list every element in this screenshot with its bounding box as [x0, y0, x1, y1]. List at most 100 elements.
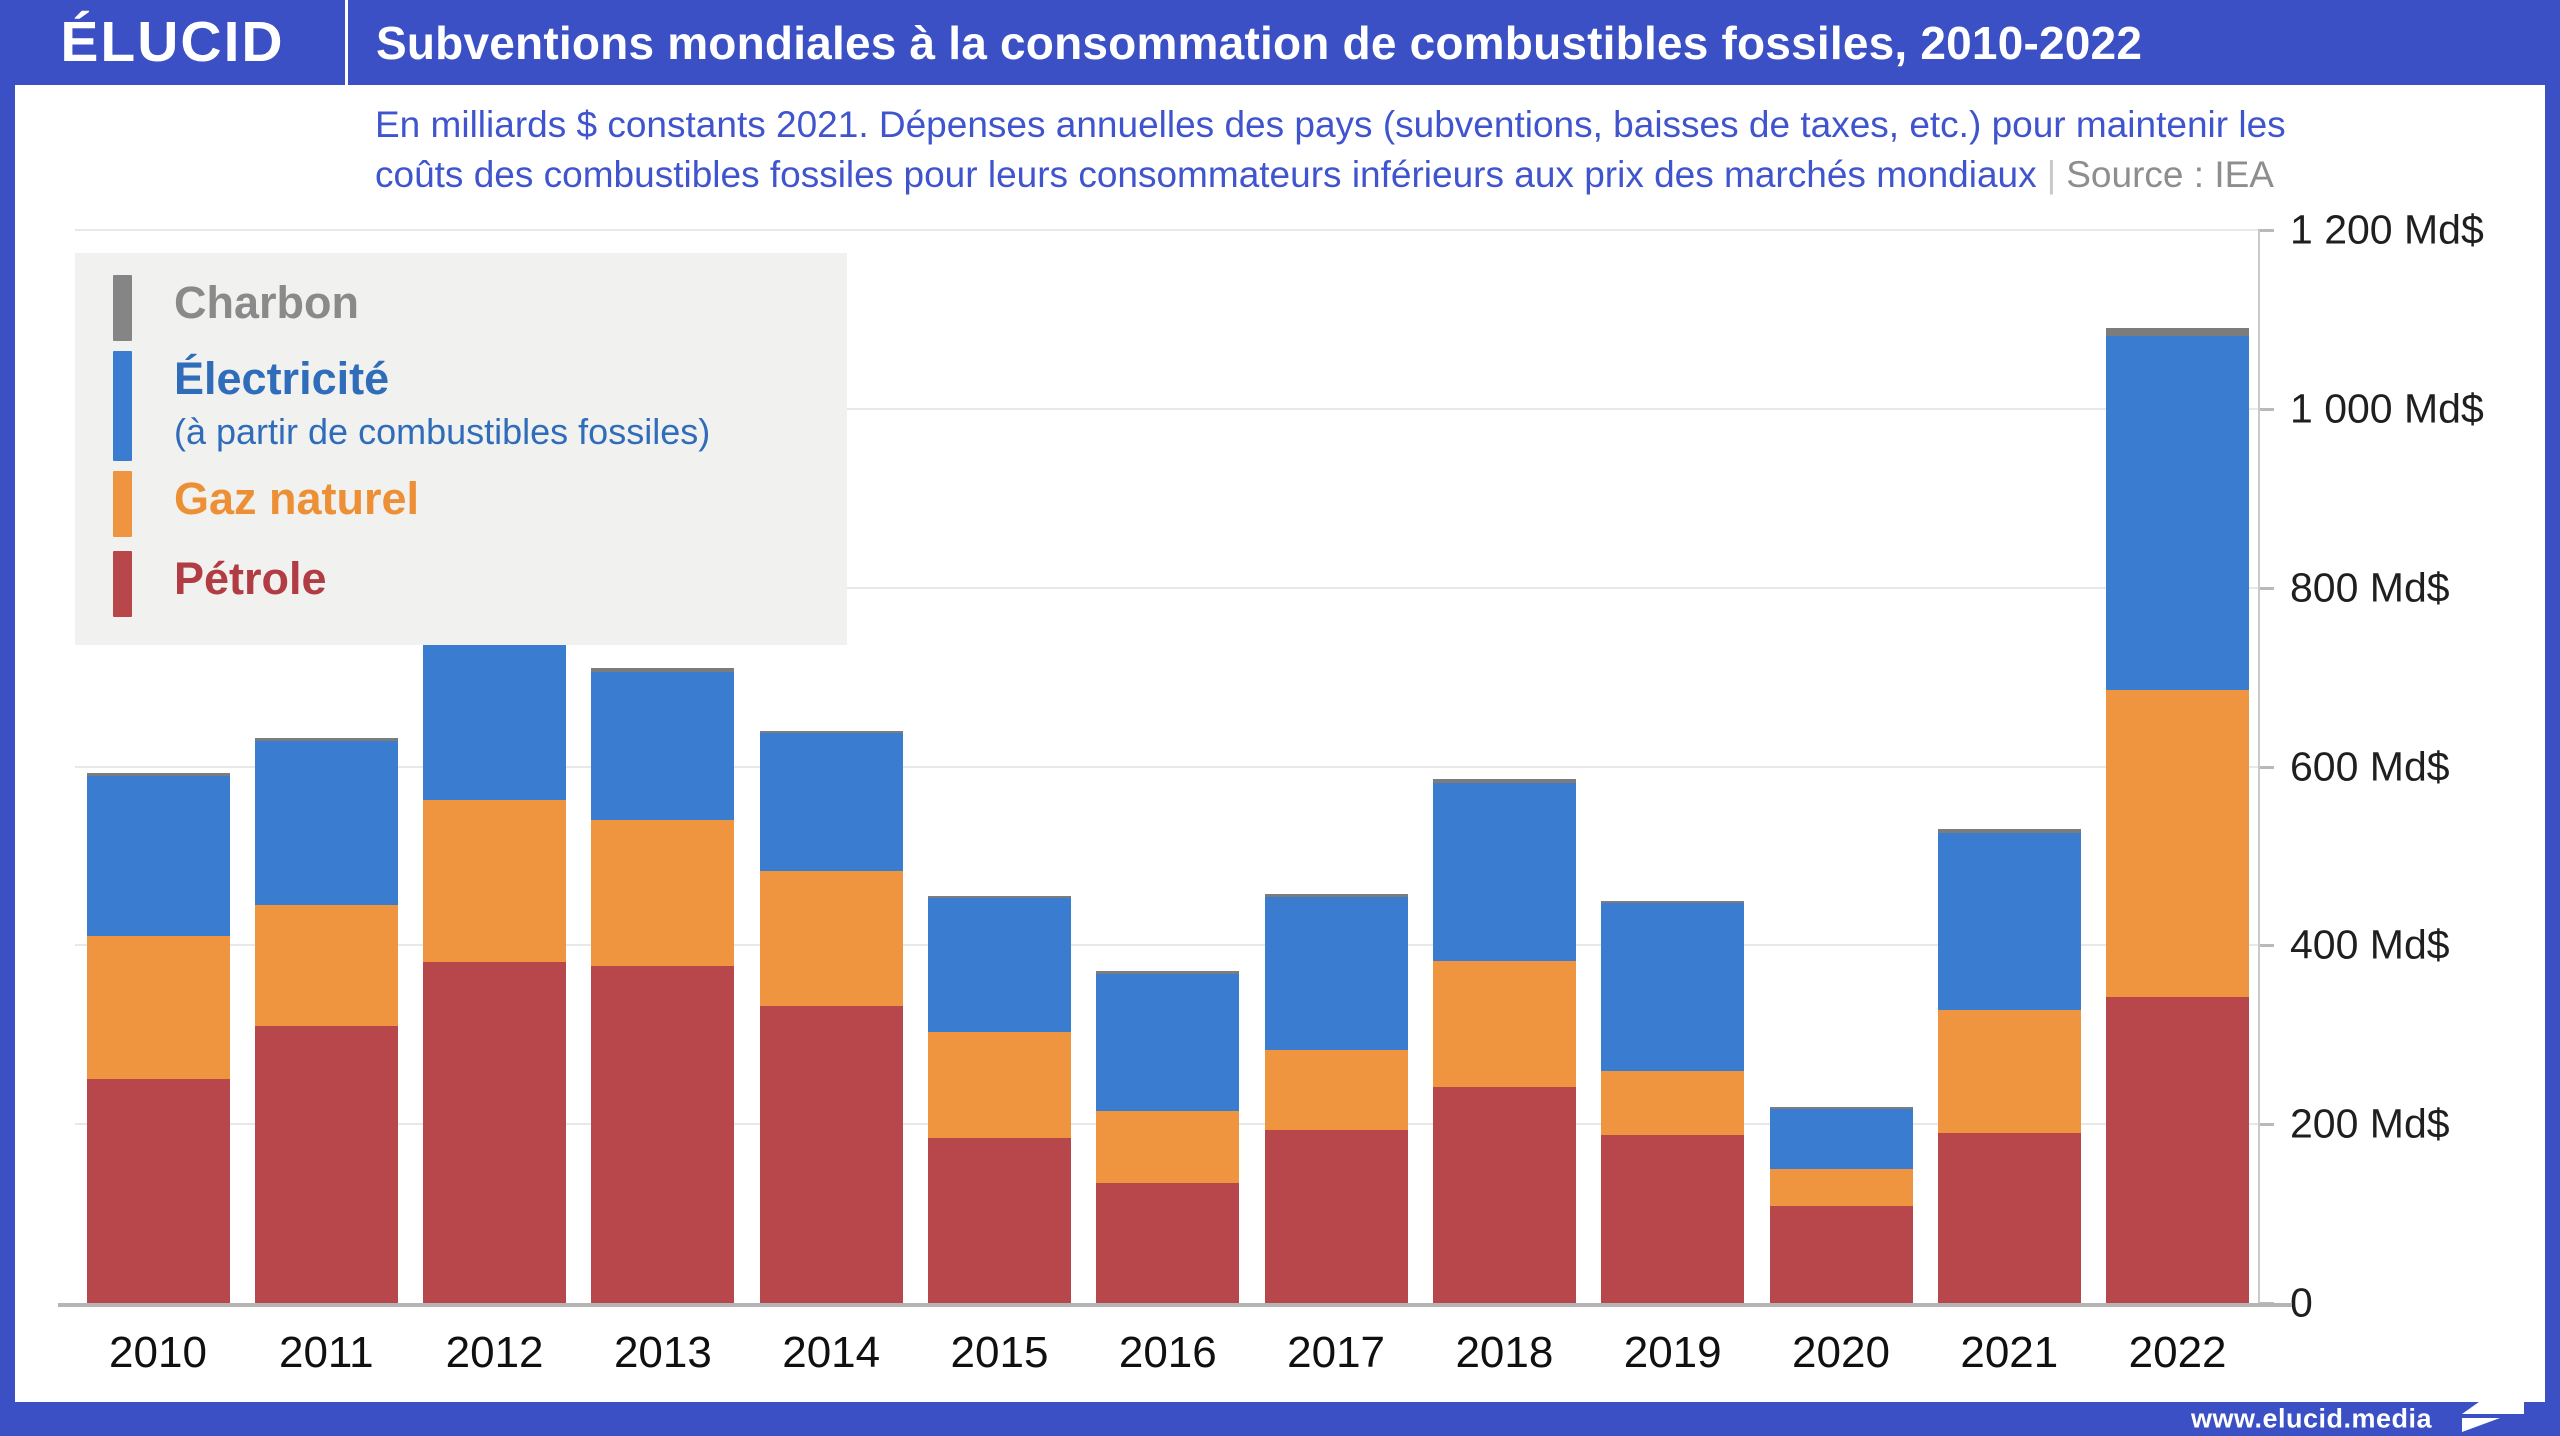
segment-2021-gaz — [1937, 1009, 2081, 1134]
legend-item-petrole: Pétrole — [113, 551, 847, 617]
gridline-1000 — [75, 407, 2258, 410]
segment-2017-gaz — [1264, 1049, 1408, 1131]
segment-2012-gaz — [423, 800, 567, 963]
legend-label-electricite: Électricité — [174, 353, 390, 404]
segment-2020-gaz — [1769, 1168, 1913, 1206]
segment-2017-charbon — [1264, 894, 1408, 898]
segment-2019-pétrole — [1601, 1134, 1745, 1303]
y-tick-800 — [2258, 586, 2274, 590]
segment-2013-gaz — [591, 820, 735, 966]
y-axis-label-1200: 1 200 Md$ — [2290, 206, 2484, 253]
x-axis-label-2022: 2022 — [2128, 1328, 2227, 1377]
segment-2017-pétrole — [1264, 1130, 1408, 1303]
stacked-bar-2016 — [1096, 230, 1240, 1303]
x-axis-label-2012: 2012 — [445, 1328, 544, 1377]
gridline-600 — [75, 765, 2258, 768]
x-axis-label-2021: 2021 — [1960, 1328, 2059, 1377]
stacked-bar-2012 — [423, 230, 567, 1303]
segment-2022-gaz — [2106, 689, 2250, 998]
segment-2011-charbon — [254, 737, 398, 742]
elucid-logo-text: ÉLUCID — [60, 10, 285, 74]
y-axis-label-800: 800 Md$ — [2290, 564, 2450, 611]
segment-2014-électricité — [759, 733, 903, 872]
page-title: Subventions mondiales à la consommation … — [376, 16, 2143, 69]
plot-area: 0 200 Md$ 400 Md$ 600 Md$ 800 Md$ 1 000 Md$ 1 … — [75, 207, 2484, 1377]
elucid-logo: ÉLUCID — [0, 0, 345, 85]
segment-2022-charbon — [2106, 327, 2250, 337]
segment-2016-électricité — [1096, 973, 1240, 1111]
x-axis-label-2015: 2015 — [950, 1328, 1049, 1377]
footer-bar: www.elucid.media — [0, 1402, 2560, 1436]
stacked-bar-2017 — [1264, 230, 1408, 1303]
header-divider — [345, 0, 348, 85]
x-axis-label-2016: 2016 — [1118, 1328, 1217, 1377]
segment-2019-électricité — [1601, 903, 1745, 1072]
y-tick-1000 — [2258, 407, 2274, 411]
segment-2010-électricité — [86, 776, 230, 936]
y-tick-400 — [2258, 944, 2274, 948]
y-axis-label-200: 200 Md$ — [2290, 1100, 2450, 1147]
x-axis-line — [58, 1303, 2292, 1307]
legend-label-charbon: Charbon — [174, 277, 359, 328]
x-axis-label-2014: 2014 — [782, 1328, 881, 1377]
segment-2018-charbon — [1432, 779, 1576, 783]
x-axis-label-2017: 2017 — [1287, 1328, 1386, 1377]
stacked-bar-2014 — [759, 230, 903, 1303]
segment-2019-charbon — [1601, 900, 1745, 904]
gridline-800 — [75, 586, 2258, 589]
source-label: Source : IEA — [2066, 154, 2274, 195]
stacked-bar-2021 — [1937, 230, 2081, 1303]
segment-2015-électricité — [928, 897, 1071, 1033]
segment-2012-électricité — [423, 634, 567, 801]
chart-legend: Charbon Électricité (à partir de combust… — [75, 253, 847, 645]
x-axis-label-2011: 2011 — [278, 1328, 374, 1377]
gridline-400 — [75, 944, 2258, 947]
y-axis-label-600: 600 Md$ — [2290, 743, 2450, 789]
segment-2011-électricité — [254, 741, 398, 906]
segment-2015-gaz — [928, 1032, 1071, 1139]
segment-2010-gaz — [86, 935, 230, 1080]
legend-item-charbon: Charbon — [113, 275, 847, 341]
y-tick-600 — [2258, 765, 2274, 769]
elucid-arrow-icon — [2462, 1370, 2524, 1432]
frame-right-edge — [2545, 85, 2560, 1405]
legend-label-petrole: Pétrole — [174, 553, 327, 604]
segment-2010-pétrole — [86, 1079, 230, 1303]
y-axis-label-0: 0 — [2290, 1279, 2313, 1326]
segment-2020-charbon — [1769, 1107, 1913, 1109]
stacked-bar-2022 — [2106, 230, 2250, 1303]
segment-2017-électricité — [1264, 897, 1408, 1050]
electricite-color-chip — [113, 351, 132, 461]
segment-2021-charbon — [1937, 829, 2081, 833]
y-axis-label-1000: 1 000 Md$ — [2290, 385, 2484, 432]
charbon-color-chip — [113, 275, 132, 341]
segment-2014-pétrole — [759, 1006, 903, 1303]
subtitle-line2: coûts des combustibles fossiles pour leu… — [375, 154, 2037, 195]
stacked-bar-2015 — [928, 230, 1071, 1303]
x-axis-label-2020: 2020 — [1792, 1328, 1890, 1377]
segment-2011-pétrole — [254, 1025, 398, 1303]
stacked-bar-2019 — [1601, 230, 1745, 1303]
stacked-bar-2011 — [254, 230, 398, 1303]
segment-2021-pétrole — [1937, 1133, 2081, 1303]
frame-left-edge — [0, 85, 15, 1405]
x-axis-label-2010: 2010 — [109, 1328, 207, 1377]
footer-url[interactable]: www.elucid.media — [2190, 1403, 2432, 1434]
segment-2013-charbon — [591, 668, 735, 672]
segment-2013-pétrole — [591, 965, 735, 1303]
segment-2015-pétrole — [928, 1138, 1071, 1303]
stacked-bar-2013 — [591, 230, 735, 1303]
stacked-bar-2018 — [1432, 230, 1576, 1303]
segment-2016-charbon — [1096, 971, 1240, 974]
segment-2015-charbon — [928, 896, 1071, 898]
x-axis-label-2019: 2019 — [1623, 1328, 1722, 1377]
y-axis-label-400: 400 Md$ — [2290, 921, 2450, 968]
header-bar: ÉLUCID Subventions mondiales à la consom… — [0, 0, 2560, 85]
segment-2021-électricité — [1937, 832, 2081, 1010]
segment-2019-gaz — [1601, 1071, 1745, 1135]
gaz-color-chip — [113, 471, 132, 537]
segment-2020-pétrole — [1769, 1205, 1913, 1303]
legend-item-gaz: Gaz naturel — [113, 471, 847, 537]
subtitle-separator: | — [2046, 154, 2057, 195]
segment-2010-charbon — [86, 772, 230, 777]
